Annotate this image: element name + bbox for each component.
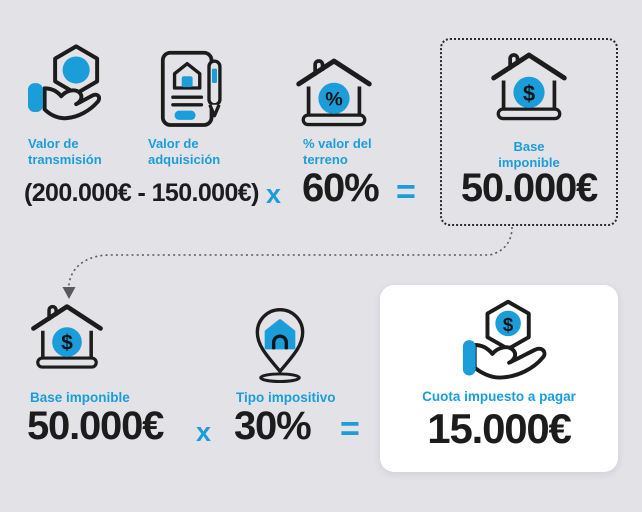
formula2-multiply-sign: x	[196, 417, 212, 447]
formula2-base-value: 50.000€	[27, 404, 164, 448]
dollar-symbol: $	[61, 332, 73, 355]
operand-label-tipo-impositivo: Tipo impositivo	[236, 390, 336, 405]
formula2-equals-sign: =	[340, 410, 360, 448]
formula1-multiply-sign: x	[266, 179, 282, 209]
dollar-symbol: $	[503, 314, 514, 335]
operand-label-pct-valor-terreno: % valor del terreno	[303, 136, 372, 167]
base-imponible-box	[440, 38, 618, 226]
formula2-result-value: 15.000€	[427, 405, 572, 452]
hand-coin-house-icon: $	[456, 296, 574, 396]
formula1-result-value: 50.000€	[460, 166, 598, 210]
document-pen-icon	[146, 46, 230, 130]
operand-label-valor-transmision: Valor de transmisión	[28, 136, 102, 167]
percent-symbol: %	[325, 89, 343, 111]
dollar-symbol: $	[523, 81, 535, 106]
house-dollar-icon: $	[28, 298, 106, 376]
house-percent-icon: %	[292, 52, 376, 134]
operand-label-valor-adquisicion: Valor de adquisición	[148, 136, 221, 167]
pin-house-icon	[238, 298, 322, 386]
formula1-percent-value: 60%	[302, 166, 380, 210]
formula2-percent-value: 30%	[234, 404, 312, 448]
result-label-cuota-impuesto: Cuota impuesto a pagar	[422, 389, 576, 404]
operand-label-base-imponible: Base imponible	[30, 390, 130, 405]
formula1-expression: (200.000€ - 150.000€)	[24, 179, 259, 207]
hand-house-icon	[26, 42, 114, 126]
result-label-base-imponible: Base imponible	[498, 139, 560, 170]
house-dollar-icon: $	[488, 46, 570, 128]
formula1-equals-sign: =	[396, 173, 416, 211]
